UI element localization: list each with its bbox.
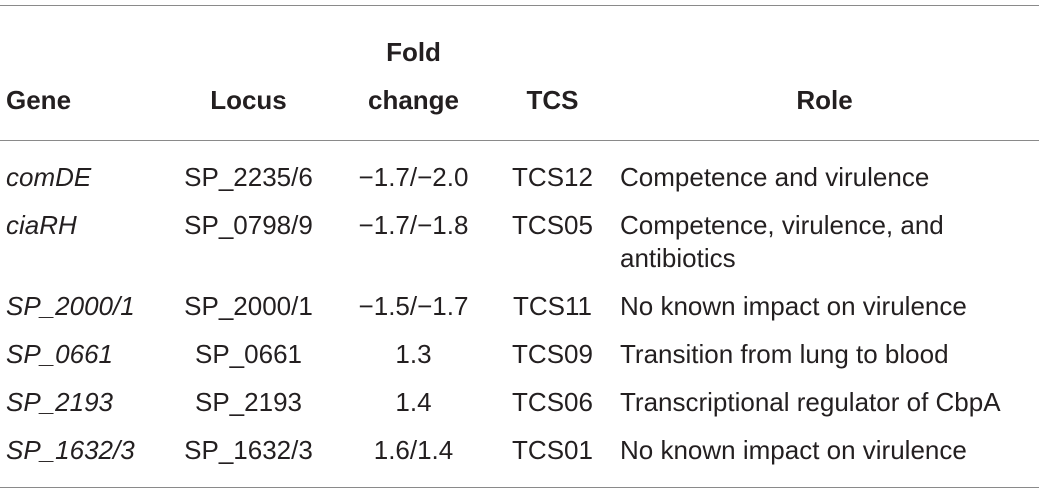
header-row: Gene Locus Fold change TCS Role [0, 5, 1039, 141]
table-cell: 1.4 [395, 386, 432, 417]
column-header: Role [796, 85, 853, 115]
table-cell: Competence and virulence [620, 161, 930, 192]
table-cell: SP_2000/1 [184, 290, 313, 321]
table-row: ciaRH SP_0798/9 −1.7/−1.8 TCS05 Competence, … [0, 201, 1039, 282]
table-cell: SP_2000/1 [6, 290, 135, 321]
table-cell: SP_1632/3 [6, 434, 135, 465]
table-cell: −1.5/−1.7 [358, 290, 469, 321]
table-container: Gene Locus Fold change TCS Role comDE SP_2235… [0, 5, 1039, 488]
table-row: comDE SP_2235/6 −1.7/−2.0 TCS12 Competence a… [0, 141, 1039, 202]
column-header: Fold change [367, 37, 460, 115]
column-header: Gene [6, 85, 72, 115]
column-header: TCS [526, 85, 579, 115]
table-cell: SP_2235/6 [184, 161, 313, 192]
table-cell: 1.6/1.4 [373, 434, 454, 465]
table-cell: SP_1632/3 [184, 434, 313, 465]
table-cell: SP_0798/9 [184, 209, 313, 240]
table-cell: Transcriptional regulator of CbpA [620, 386, 1001, 417]
table-cell: −1.7/−2.0 [358, 161, 469, 192]
table-cell: ciaRH [6, 209, 77, 240]
table-body: comDE SP_2235/6 −1.7/−2.0 TCS12 Competence a… [0, 141, 1039, 487]
table-row: SP_0661 SP_0661 1.3 TCS09 Transition from lu… [0, 330, 1039, 378]
table-cell: SP_2193 [6, 386, 113, 417]
table-cell: No known impact on virulence [620, 434, 967, 465]
table-cell: 1.3 [395, 338, 432, 369]
table-cell: Transition from lung to blood [620, 338, 949, 369]
table-cell: SP_0661 [195, 338, 302, 369]
table-row: SP_2000/1 SP_2000/1 −1.5/−1.7 TCS11 No known… [0, 282, 1039, 330]
table-cell: TCS06 [512, 386, 593, 417]
table-cell: comDE [6, 161, 92, 192]
page: Gene Locus Fold change TCS Role comDE SP_2235… [0, 5, 1039, 487]
column-header: Locus [210, 85, 287, 115]
table-cell: SP_2193 [195, 386, 302, 417]
table-cell: TCS05 [512, 209, 593, 240]
table-cell: SP_0661 [6, 338, 113, 369]
table-header: Gene Locus Fold change TCS Role [0, 5, 1039, 141]
table-row: SP_2193 SP_2193 1.4 TCS06 Transcriptional re… [0, 378, 1039, 426]
table-cell: TCS12 [512, 161, 593, 192]
table-cell: TCS09 [512, 338, 593, 369]
table-row: SP_1632/3 SP_1632/3 1.6/1.4 TCS01 No known i… [0, 426, 1039, 487]
table-cell: No known impact on virulence [620, 290, 967, 321]
table-cell: Competence, virulence, and antibiotics [620, 209, 944, 273]
table: Gene Locus Fold change TCS Role comDE SP_2235… [0, 5, 1039, 488]
table-cell: −1.7/−1.8 [358, 209, 469, 240]
table-cell: TCS11 [513, 290, 592, 321]
table-cell: TCS01 [512, 434, 593, 465]
